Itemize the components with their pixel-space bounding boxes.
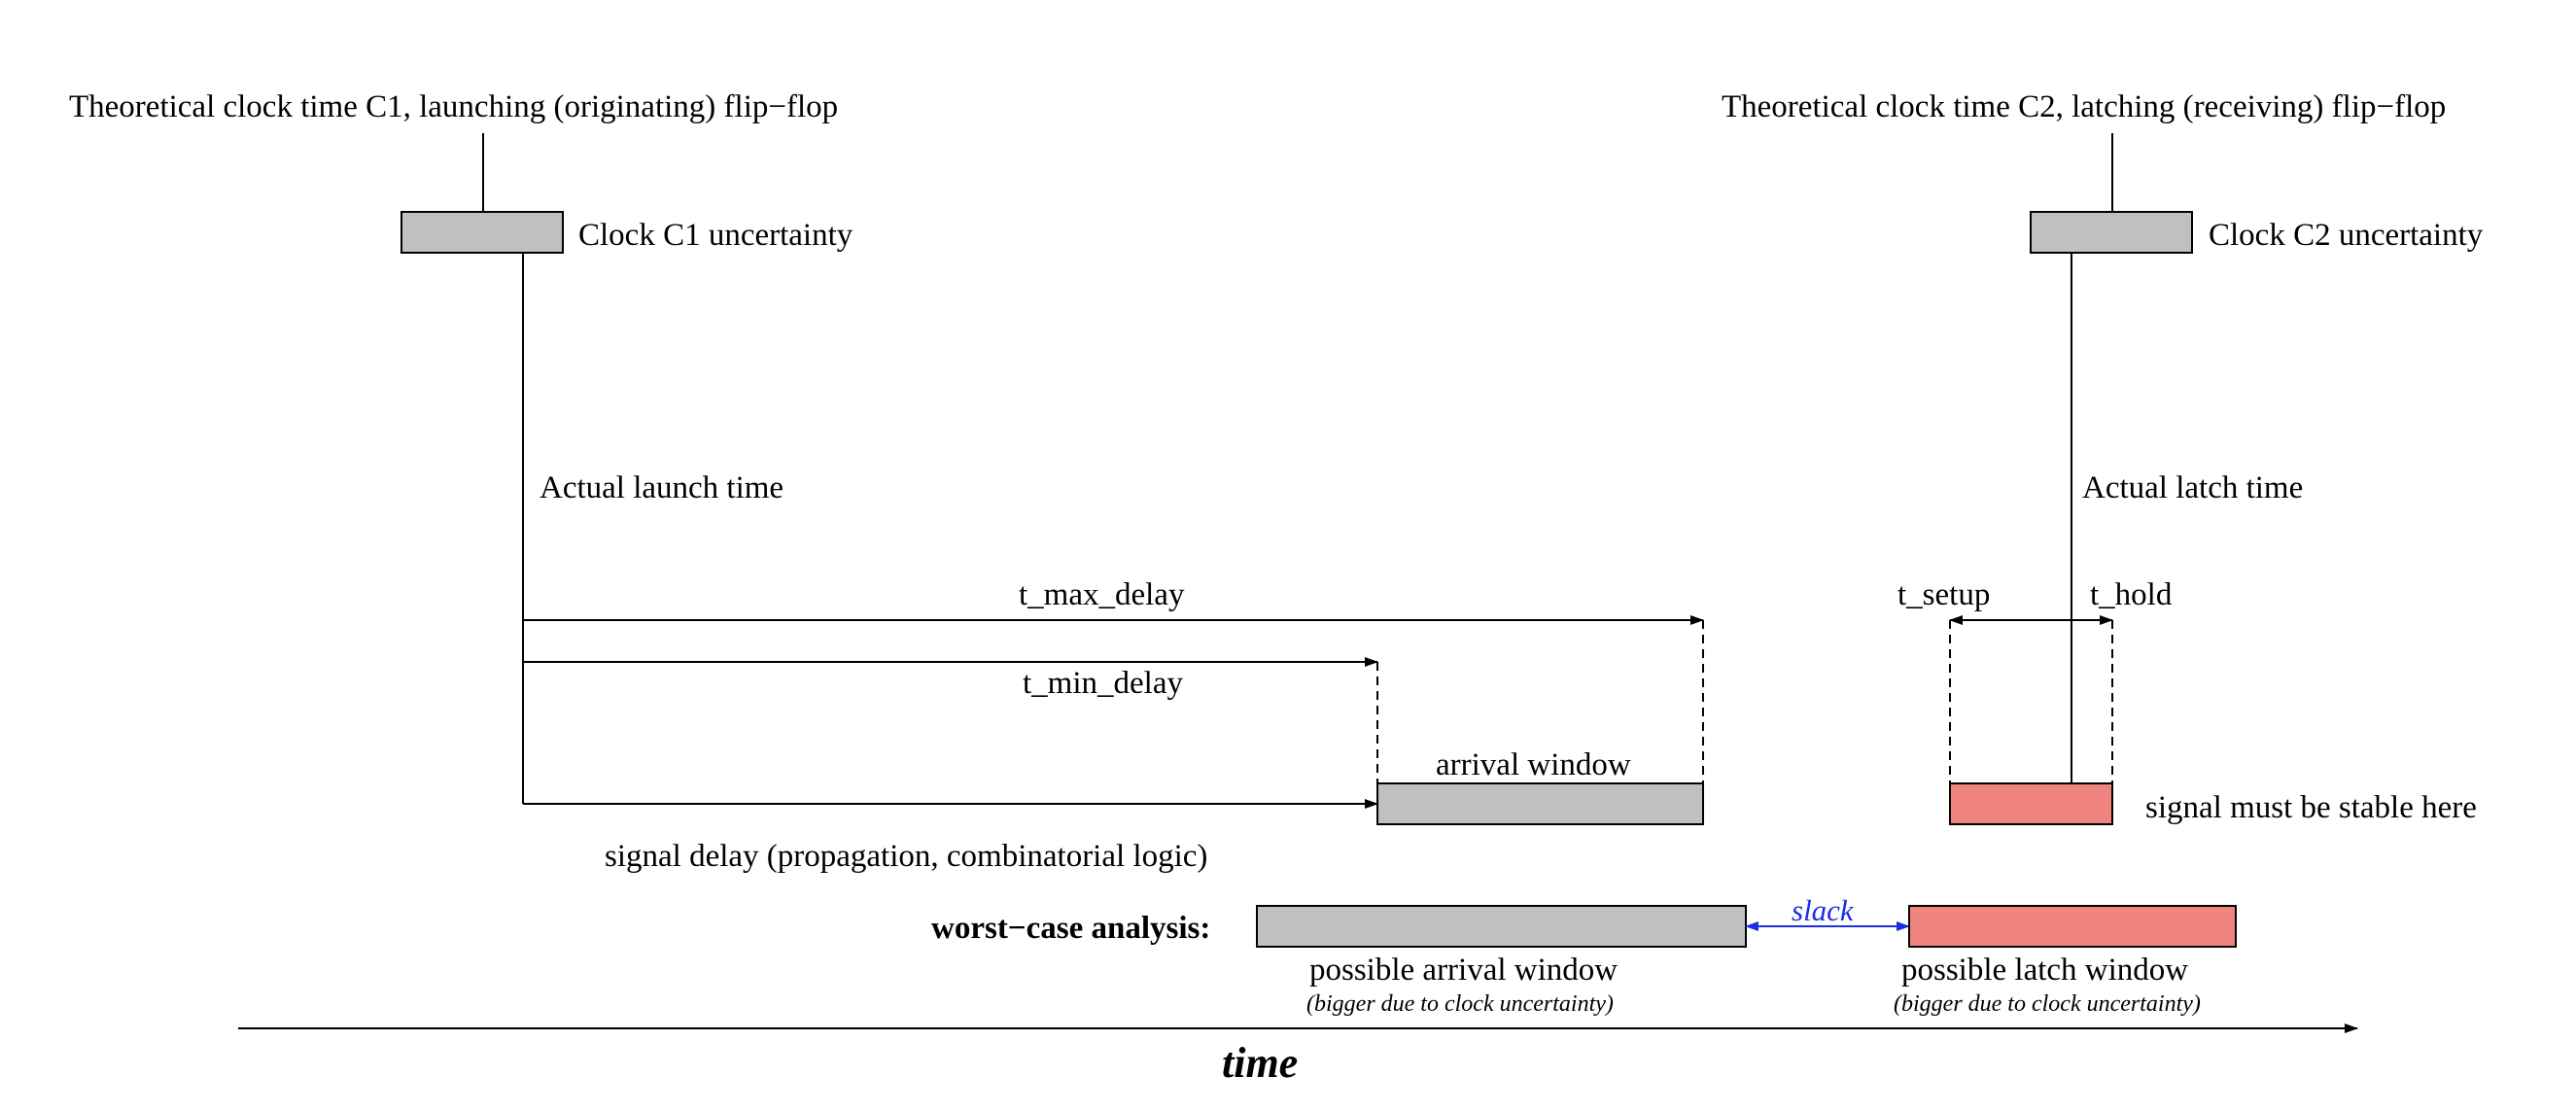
possible-latch-window-box	[1908, 905, 2237, 948]
latch-uncertainty-note: (bigger due to clock uncertainty)	[1894, 991, 2201, 1017]
worst-case-label: worst−case analysis:	[931, 911, 1210, 946]
c1-title-label: Theoretical clock time C1, launching (or…	[69, 89, 838, 124]
arrival-window-label: arrival window	[1436, 747, 1631, 782]
t-hold-label: t_hold	[2090, 577, 2173, 612]
actual-launch-label: Actual launch time	[540, 470, 783, 505]
stable-here-label: signal must be stable here	[2145, 790, 2477, 825]
t-setup-label: t_setup	[1897, 577, 1990, 612]
signal-delay-label: signal delay (propagation, combinatorial…	[605, 839, 1207, 874]
c1-uncertainty-box	[400, 211, 564, 254]
arrival-uncertainty-note: (bigger due to clock uncertainty)	[1306, 991, 1614, 1017]
arrival-window-box	[1376, 782, 1704, 825]
c2-title-label: Theoretical clock time C2, latching (rec…	[1722, 89, 2446, 124]
c1-uncertainty-label: Clock C1 uncertainty	[578, 218, 853, 253]
c2-uncertainty-label: Clock C2 uncertainty	[2209, 218, 2484, 253]
stable-window-box	[1949, 782, 2113, 825]
slack-label: slack	[1792, 893, 1855, 927]
t-max-delay-label: t_max_delay	[1019, 577, 1185, 612]
c2-uncertainty-box	[2030, 211, 2193, 254]
actual-latch-label: Actual latch time	[2082, 470, 2303, 505]
possible-latch-label: possible latch window	[1901, 953, 2188, 988]
t-min-delay-label: t_min_delay	[1023, 666, 1183, 701]
time-axis-label: time	[1222, 1039, 1298, 1087]
possible-arrival-window-box	[1256, 905, 1747, 948]
possible-arrival-label: possible arrival window	[1309, 953, 1618, 988]
